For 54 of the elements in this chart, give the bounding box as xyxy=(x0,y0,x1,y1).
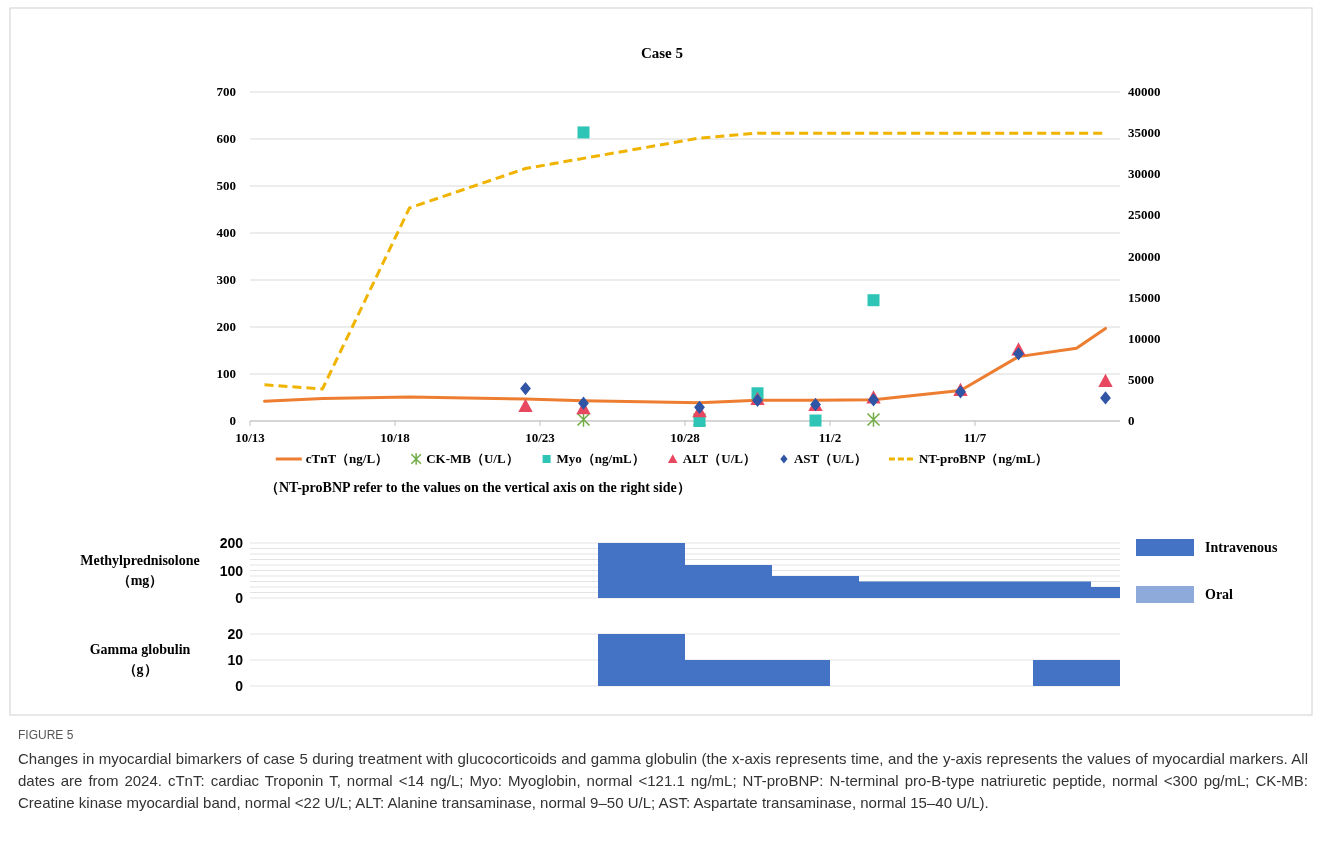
y-tick-label: 700 xyxy=(216,84,236,99)
point xyxy=(1098,373,1113,388)
y2-tick-label: 5000 xyxy=(1128,371,1154,387)
text: （NT-proBNP refer to the values on the vertical axis on the right side） xyxy=(265,480,691,495)
chart-title: Case 5 xyxy=(640,45,684,61)
legend-label: cTnT（ng/L） xyxy=(305,451,389,466)
y-axis-title: Methylprednisolone （mg） xyxy=(80,552,200,588)
y-axis-title: Gamma globulin （g） xyxy=(89,642,191,677)
legend-label: Intravenous xyxy=(1205,540,1278,555)
y-tick-label: 0 xyxy=(229,413,236,428)
y2-tick-label: 20000 xyxy=(1128,248,1161,264)
point xyxy=(866,411,881,428)
y-tick-label: 400 xyxy=(216,225,236,240)
x-tick-label: 10/28 xyxy=(670,430,701,445)
y-tick-label: 20 xyxy=(227,626,244,642)
point xyxy=(809,414,822,427)
x-tick-label: 11/7 xyxy=(963,430,987,445)
point xyxy=(867,294,880,307)
y2-tick-label: 25000 xyxy=(1128,207,1161,223)
caption: FIGURE 5 xyxy=(18,728,75,742)
y-tick-label: 300 xyxy=(216,272,236,287)
point xyxy=(518,398,533,412)
y-tick-label: 0 xyxy=(235,590,244,606)
legend-label: AST（U/L） xyxy=(793,451,867,466)
point xyxy=(577,126,590,139)
y-tick-label: 600 xyxy=(216,131,236,146)
text: Changes in myocardial bimarkers of case 5 during treatment with glucocorticoids and gamma globulin (the x-axis represents time, and the y-axis represents the values of myocardial markers. All dates are from 2024. cTnT: cardiac Troponin T, normal <14 ng/L; Myo: Myoglobin, normal <121.1 ng/mL; NT-proBNP: N-terminal pro-B-type natriuretic peptide, normal <300 pg/mL; CK-MB: Creatine kinase myocardial band, normal <22 U/L; ALT: Alanine transaminase, normal 9–50 U/L; AST: Aspartate transaminase, normal 15–40 U/L). xyxy=(18,749,1308,813)
point xyxy=(1013,347,1024,361)
x-tick-label: 11/2 xyxy=(818,430,842,445)
text: Oral xyxy=(1205,587,1234,602)
y2-tick-label: 40000 xyxy=(1128,84,1161,99)
x-tick-label: 10/23 xyxy=(525,430,556,445)
legend-label: ALT（U/L） xyxy=(682,451,756,466)
point xyxy=(1100,391,1111,405)
legend-label: NT-proBNP（ng/mL） xyxy=(918,451,1049,466)
x-tick-label: 10/18 xyxy=(380,430,411,445)
y2-tick-label: 35000 xyxy=(1128,125,1161,141)
point xyxy=(520,381,531,396)
y-tick-label: 100 xyxy=(216,366,236,381)
y2-tick-label: 0 xyxy=(1128,413,1135,428)
legend-label: CK-MB（U/L） xyxy=(426,451,519,466)
x-tick-label: 10/13 xyxy=(235,430,266,445)
y2-tick-label: 15000 xyxy=(1128,289,1161,305)
y2-tick-label: 10000 xyxy=(1128,330,1161,346)
y-tick-label: 10 xyxy=(227,652,244,668)
legend-label: Myo（ng/mL） xyxy=(556,451,645,466)
point xyxy=(578,396,589,410)
point xyxy=(694,400,705,414)
y-tick-label: 500 xyxy=(216,178,236,193)
y-tick-label: 200 xyxy=(219,535,244,551)
y2-tick-label: 30000 xyxy=(1128,166,1161,182)
y-tick-label: 200 xyxy=(216,319,236,334)
y-tick-label: 0 xyxy=(235,678,244,694)
y-tick-label: 100 xyxy=(219,562,244,579)
